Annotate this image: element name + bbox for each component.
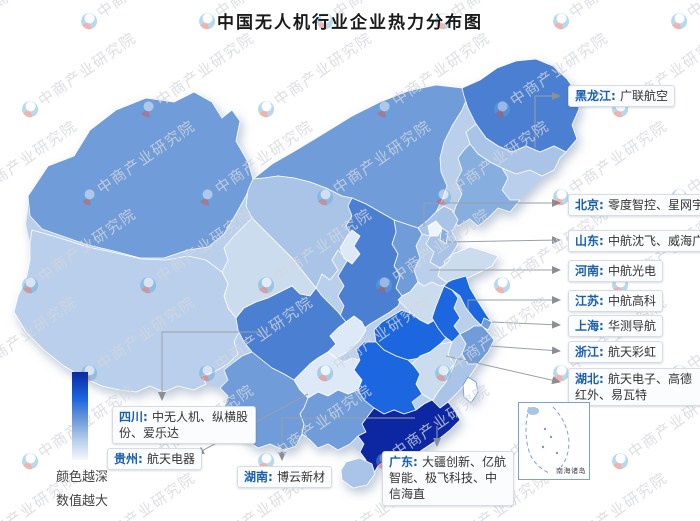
callout-hubei: 湖北: 航天电子、高德红外、易瓦特 — [568, 368, 700, 407]
callout-colon: : — [599, 345, 608, 359]
leader-line-shandong — [447, 236, 561, 245]
callout-companies: 中无人机、纵横股份、爱乐达 — [119, 410, 249, 441]
leader-line-jiangsu — [467, 296, 561, 310]
province-jiangsu — [443, 275, 491, 327]
callout-guangdong: 广东: 大疆创新、亿航智能、极飞科技、中信海直 — [382, 451, 514, 506]
callout-province: 江苏 — [575, 294, 600, 308]
inset-hainan — [527, 407, 539, 415]
callout-hunan: 湖南: 博云新材 — [237, 466, 333, 489]
callout-shandong: 山东: 中航沈飞、威海广泰 — [568, 230, 700, 253]
leader-line-heilongjiang — [534, 92, 561, 148]
callout-henan: 河南: 中航光电 — [568, 260, 664, 283]
callout-colon: : — [143, 410, 152, 424]
callout-colon: : — [599, 234, 608, 248]
legend-text-larger: 数值越大 — [55, 494, 108, 509]
leader-line-hunan — [278, 417, 415, 461]
province-anhui — [431, 285, 461, 343]
callout-colon: : — [599, 198, 608, 212]
callout-province: 贵州 — [114, 452, 139, 466]
callout-province: 山东 — [575, 234, 600, 248]
callout-companies: 航天彩虹 — [608, 345, 657, 359]
callout-colon: : — [599, 372, 608, 386]
province-hunan — [353, 341, 423, 415]
leader-line-beijing — [423, 199, 561, 226]
callout-province: 北京 — [575, 198, 600, 212]
callout-shanghai: 上海: 华测导航 — [568, 315, 664, 338]
callout-colon: : — [599, 319, 608, 333]
nine-dash-line-west — [525, 406, 550, 474]
province-shanghai — [480, 317, 493, 331]
inset-island — [549, 435, 553, 439]
callout-province: 湖南 — [244, 470, 269, 484]
callout-province: 黑龙江 — [575, 89, 612, 103]
page-title: 中国无人机行业企业热力分布图 — [217, 13, 483, 33]
inset-island — [555, 451, 559, 455]
callout-colon: : — [599, 264, 608, 278]
callout-sichuan: 四川: 中无人机、纵横股份、爱乐达 — [112, 406, 256, 445]
leader-line-zhejiang — [488, 345, 561, 355]
callout-companies: 航天电子、高德红外、易瓦特 — [575, 372, 693, 403]
callout-colon: : — [611, 89, 620, 103]
callout-province: 湖北 — [575, 372, 600, 386]
callout-companies: 华测导航 — [608, 319, 657, 333]
callout-companies: 大疆创新、亿航智能、极飞科技、中信海直 — [389, 455, 507, 502]
legend-gradient-bar — [72, 372, 88, 460]
callout-companies: 零度智控、星网宇达 — [608, 198, 700, 212]
country-group — [13, 58, 580, 489]
leader-line-sichuan — [158, 331, 262, 401]
inset-island — [541, 445, 545, 449]
callout-colon: : — [268, 470, 277, 484]
leader-line-shanghai — [491, 320, 561, 329]
inset-map — [525, 406, 570, 474]
province-tibet — [13, 229, 241, 393]
callout-companies: 航天电器 — [147, 452, 196, 466]
inset-label: 南海诸岛 — [556, 467, 586, 475]
province-chongqing — [327, 315, 367, 359]
province-hainan — [340, 457, 376, 489]
province-beijing — [427, 220, 443, 237]
province-tianjin — [439, 227, 449, 245]
callout-heilongjiang: 黑龙江: 广联航空 — [568, 85, 676, 108]
callout-colon: : — [599, 294, 608, 308]
callout-companies: 中航光电 — [608, 264, 657, 278]
callout-guizhou: 贵州: 航天电器 — [107, 448, 203, 471]
province-ningxia — [339, 229, 361, 265]
callout-colon: : — [413, 455, 422, 469]
province-xinjiang — [27, 91, 254, 259]
callout-companies: 中航高科 — [608, 294, 657, 308]
inset-island — [543, 427, 547, 431]
callout-colon: : — [138, 452, 147, 466]
callout-beijing: 北京: 零度智控、星网宇达 — [568, 194, 700, 217]
callout-province: 河南 — [575, 264, 600, 278]
leader-line-hubei — [445, 355, 561, 385]
nine-dash-line-east — [552, 406, 570, 468]
province-taiwan — [462, 376, 479, 404]
south-china-sea-inset: 南海诸岛 — [518, 402, 590, 480]
province-liaoning — [451, 143, 521, 227]
callout-province: 浙江 — [575, 345, 600, 359]
legend-text-darker: 颜色越深 — [55, 470, 108, 485]
callout-companies: 博云新材 — [277, 470, 326, 484]
callout-zhejiang: 浙江: 航天彩虹 — [568, 341, 664, 364]
callout-companies: 广联航空 — [620, 89, 669, 103]
province-hebei — [417, 205, 459, 271]
callout-province: 广东 — [389, 455, 414, 469]
callout-province: 四川 — [119, 410, 144, 424]
callout-jiangsu: 江苏: 中航高科 — [568, 290, 664, 313]
callout-companies: 中航沈飞、威海广泰 — [608, 234, 700, 248]
callout-province: 上海 — [575, 319, 600, 333]
